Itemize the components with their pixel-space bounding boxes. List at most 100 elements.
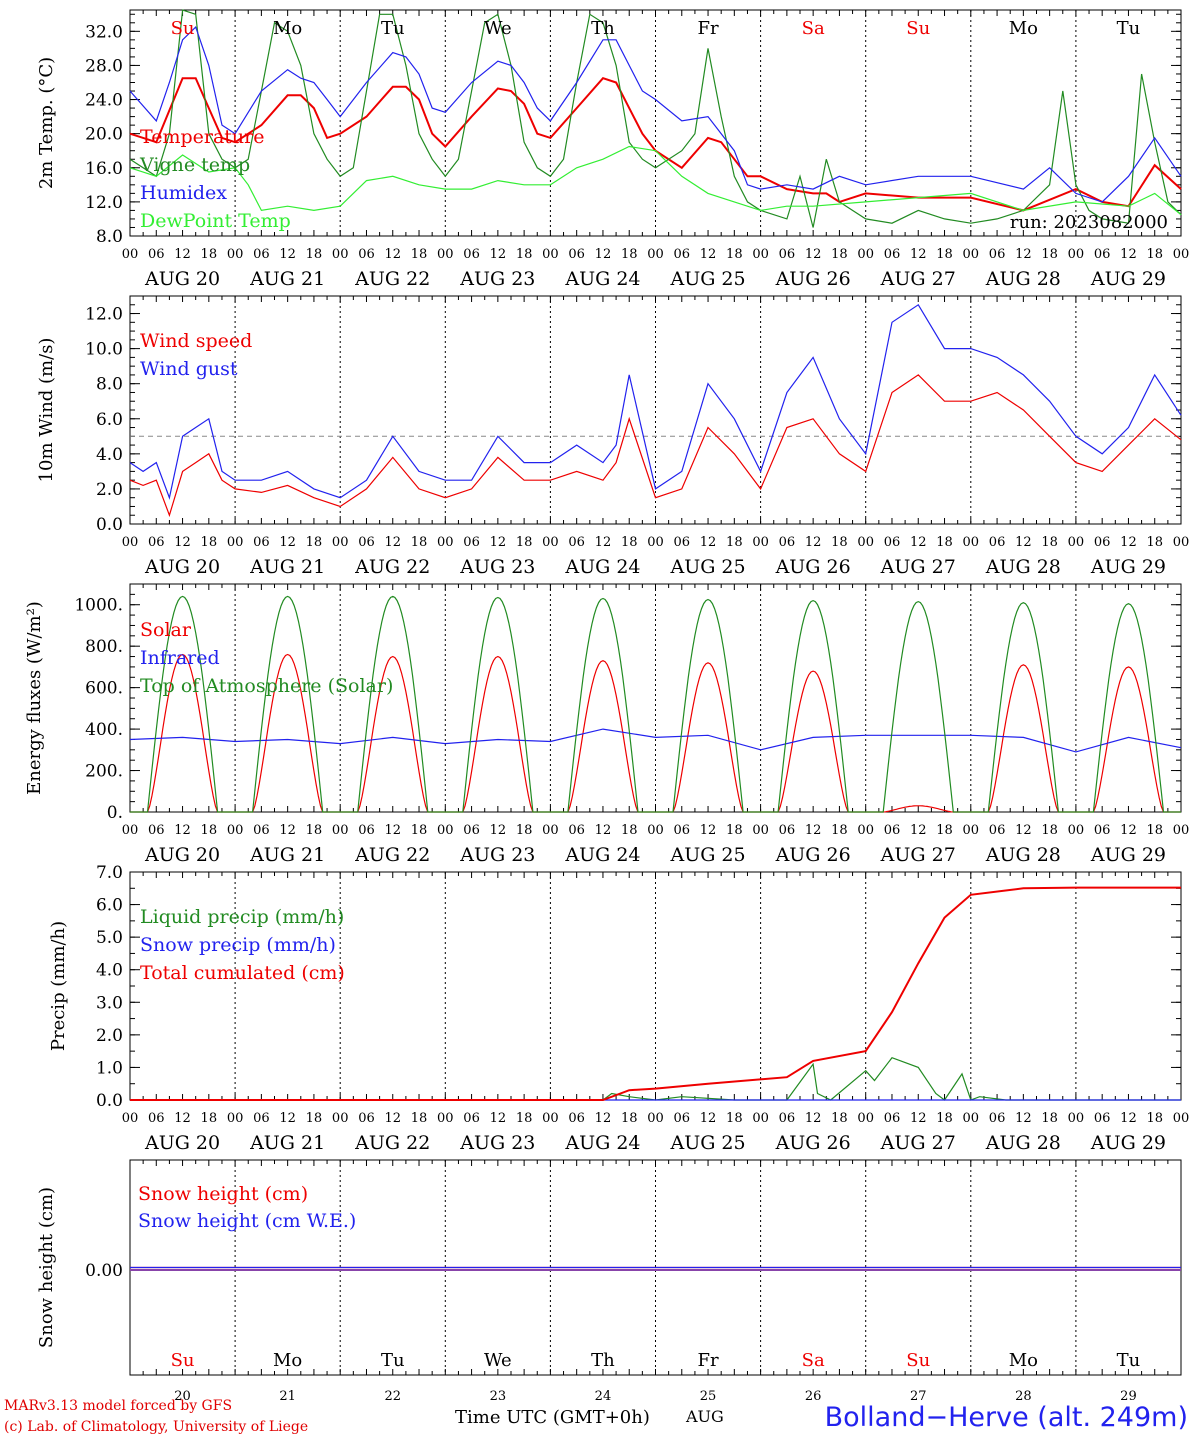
y-tick-label: 7.0 [96,863,123,883]
date-label: AUG 29 [1090,844,1166,866]
hour-label: 12 [700,535,717,550]
hour-label: 00 [122,247,139,262]
hour-label: 18 [201,247,218,262]
date-label: AUG 25 [669,844,745,866]
hour-label: 18 [1041,1111,1058,1126]
day-number: 20 [174,1389,191,1404]
hour-label: 06 [358,823,375,838]
hour-label: 00 [647,247,664,262]
panel-3 [129,583,1182,813]
hour-label: 06 [148,247,165,262]
y-tick-label: 6.0 [96,896,123,916]
hour-label: 00 [437,1111,454,1126]
hour-label: 18 [1146,247,1163,262]
y-axis-title: 10m Wind (m/s) [36,338,57,483]
series-line-liquid-precip-mm-h- [130,1056,1181,1101]
hour-label: 18 [726,247,743,262]
hour-label: 18 [621,823,638,838]
day-name: We [484,1350,512,1371]
hour-label: 00 [437,535,454,550]
date-label: AUG 25 [669,556,745,578]
hour-label: 06 [148,535,165,550]
hour-label: 12 [1015,823,1032,838]
hour-label: 00 [332,1111,349,1126]
hour-label: 06 [358,247,375,262]
hour-label: 00 [437,823,454,838]
hour-label: 18 [1146,535,1163,550]
day-number: 25 [700,1389,717,1404]
date-label: AUG 27 [880,844,956,866]
hour-label: 18 [411,535,428,550]
hour-label: 12 [910,535,927,550]
hour-label: 00 [542,535,559,550]
hour-label: 06 [779,823,796,838]
date-label: AUG 26 [775,1132,851,1154]
hour-label: 12 [279,247,296,262]
hour-label: 12 [490,247,507,262]
hour-label: 18 [831,247,848,262]
date-label: AUG 25 [669,1132,745,1154]
hour-label: 00 [857,823,874,838]
date-label: AUG 28 [985,1132,1061,1154]
y-tick-label: 8.0 [96,375,123,395]
date-label: AUG 20 [144,844,220,866]
y-tick-label: 3.0 [96,993,123,1013]
date-label: AUG 28 [985,556,1061,578]
hour-label: 06 [253,247,270,262]
day-name: Sa [802,1350,825,1371]
hour-label: 06 [884,1111,901,1126]
hour-label: 18 [306,1111,323,1126]
hour-label: 06 [674,1111,691,1126]
hour-label: 18 [516,247,533,262]
hour-label: 12 [910,1111,927,1126]
hour-label: 12 [174,1111,191,1126]
day-name: Fr [698,1350,719,1371]
date-label: AUG 27 [880,1132,956,1154]
hour-label: 06 [358,1111,375,1126]
y-tick-label: 24.0 [85,91,123,111]
day-name: Fr [698,18,719,39]
hour-label: 18 [516,535,533,550]
hour-label: 06 [253,823,270,838]
legend-temperature: Temperature [140,126,265,148]
day-name: Tu [1117,1350,1141,1371]
y-tick-label: 1.0 [96,1058,123,1078]
model-credit: MARv3.13 model forced by GFS [4,1398,233,1414]
hour-label: 06 [779,247,796,262]
hour-label: 00 [1068,535,1085,550]
day-name: Su [906,18,930,39]
hour-label: 06 [989,823,1006,838]
hour-label: 12 [384,247,401,262]
day-number: 29 [1120,1389,1137,1404]
hour-label: 18 [936,1111,953,1126]
hour-label: 06 [463,247,480,262]
hour-label: 12 [1120,1111,1137,1126]
hour-label: 18 [516,1111,533,1126]
hour-label: 12 [805,247,822,262]
date-label: AUG 23 [459,268,535,290]
date-label: AUG 26 [775,268,851,290]
hour-label: 12 [279,1111,296,1126]
hour-label: 00 [227,823,244,838]
day-name: Su [171,1350,195,1371]
hour-label: 18 [726,823,743,838]
y-tick-label: 32.0 [85,22,123,42]
day-name: Th [591,1350,615,1371]
hour-label: 06 [1094,823,1111,838]
hour-label: 18 [831,1111,848,1126]
y-axis-title: Energy fluxes (W/m²) [24,601,45,795]
panel-1-frame [129,9,1182,237]
series-line-humidex [129,26,1182,203]
date-label: AUG 29 [1090,1132,1166,1154]
hour-label: 12 [595,1111,612,1126]
hour-label: 06 [1094,247,1111,262]
hour-label: 06 [674,535,691,550]
hour-label: 00 [122,823,139,838]
hour-label: 06 [568,535,585,550]
hour-label: 00 [1068,1111,1085,1126]
hour-label: 00 [1068,247,1085,262]
hour-label: 12 [1120,535,1137,550]
hour-label: 00 [1173,535,1190,550]
hour-label: 00 [1173,1111,1190,1126]
